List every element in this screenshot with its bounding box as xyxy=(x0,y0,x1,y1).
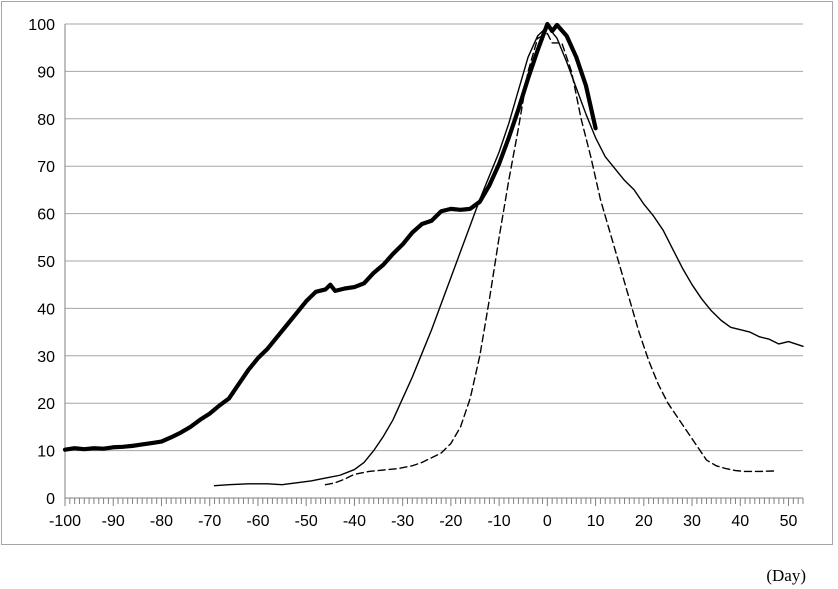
x-tick-label: 0 xyxy=(543,513,552,530)
gridlines xyxy=(65,23,803,452)
x-tick-label: 10 xyxy=(587,513,605,530)
x-tick-label: -70 xyxy=(198,513,221,530)
series-line-thin-solid xyxy=(213,25,804,487)
x-tick-label: 20 xyxy=(635,513,653,530)
y-tick-label: 10 xyxy=(37,444,55,461)
y-tick-label: 80 xyxy=(37,112,55,129)
y-tick-label: 30 xyxy=(37,349,55,366)
y-tick-label: 100 xyxy=(28,17,55,34)
x-tick-label: -10 xyxy=(488,513,511,530)
x-tick-label: 40 xyxy=(731,513,749,530)
y-tick-labels: 0 10 20 30 40 50 60 70 80 90 100 xyxy=(28,17,55,508)
x-tick-label: -50 xyxy=(295,513,318,530)
y-tick-label: 70 xyxy=(37,159,55,176)
y-tick-label: 40 xyxy=(37,301,55,318)
y-tick-label: 90 xyxy=(37,64,55,81)
x-tick-label: -40 xyxy=(343,513,366,530)
x-tick-labels: -100 -90 -80 -70 -60 -50 -40 -30 -20 -10 0 10 20 30 40… xyxy=(49,513,798,530)
series-group xyxy=(62,21,804,487)
x-tick-label: 50 xyxy=(780,513,798,530)
x-axis-unit-label: (Day) xyxy=(766,566,806,585)
x-tick-label: -60 xyxy=(246,513,269,530)
chart-frame xyxy=(1,1,833,545)
x-tick-label: -90 xyxy=(102,513,125,530)
y-tick-label: 0 xyxy=(46,491,55,508)
series-line-dashed xyxy=(324,32,775,486)
x-tick-label: -100 xyxy=(49,513,81,530)
series-line-thick-solid xyxy=(62,21,598,452)
y-tick-label: 20 xyxy=(37,396,55,413)
axes xyxy=(64,24,804,506)
x-tick-label: -80 xyxy=(150,513,173,530)
x-tick-label: -30 xyxy=(391,513,414,530)
x-tick-label: -20 xyxy=(439,513,462,530)
x-tick-label: 30 xyxy=(683,513,701,530)
y-tick-label: 60 xyxy=(37,207,55,224)
y-tick-label: 50 xyxy=(37,254,55,271)
